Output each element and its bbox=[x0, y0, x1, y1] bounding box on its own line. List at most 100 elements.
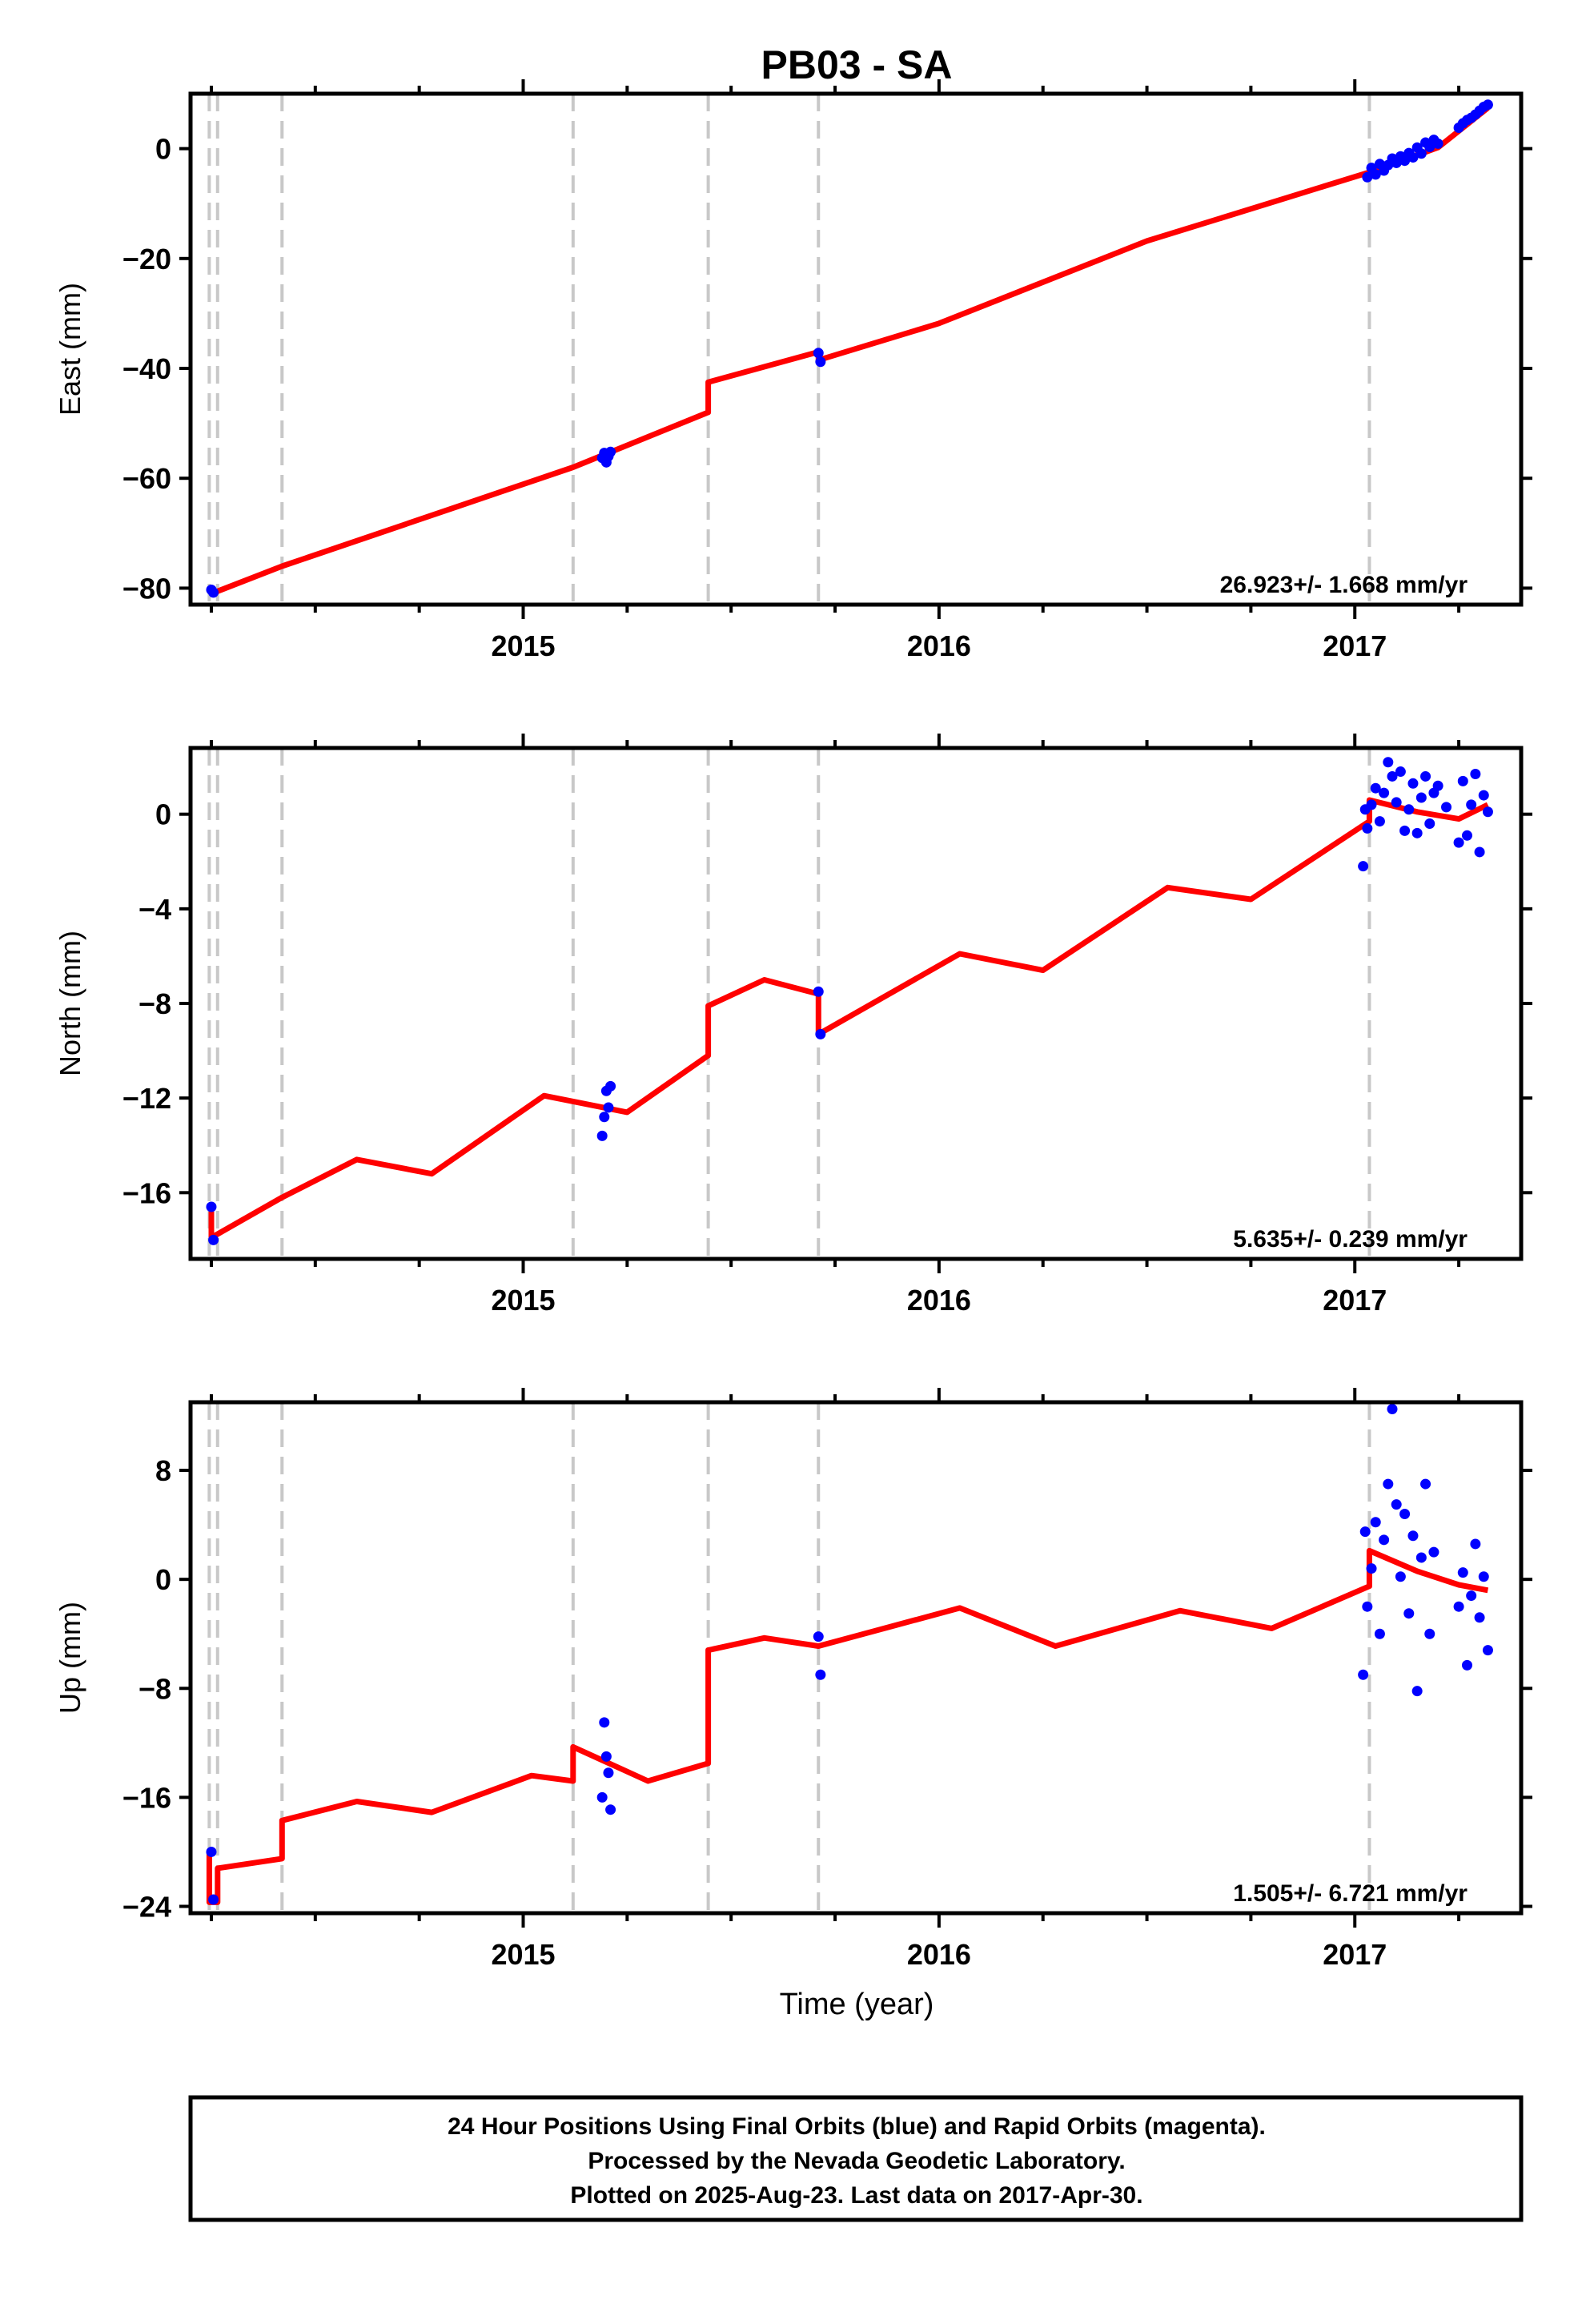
x-tick-label-up-1: 2016 bbox=[907, 1938, 971, 1971]
data-point-east bbox=[1370, 169, 1381, 180]
data-point-up bbox=[1407, 1530, 1419, 1542]
data-point-up bbox=[1395, 1571, 1406, 1582]
data-point-north bbox=[1461, 830, 1472, 841]
x-tick-label-east-0: 2015 bbox=[491, 629, 555, 662]
data-point-up bbox=[600, 1751, 612, 1762]
data-point-north bbox=[1403, 804, 1415, 815]
data-point-up bbox=[1403, 1608, 1415, 1619]
data-point-up bbox=[1379, 1534, 1390, 1546]
data-point-up bbox=[603, 1767, 614, 1779]
plot-frame-north bbox=[188, 746, 1524, 1261]
data-point-north bbox=[208, 1234, 219, 1245]
y-tick-label-up-4: −24 bbox=[122, 1890, 171, 1923]
data-point-up bbox=[206, 1846, 217, 1857]
data-point-north bbox=[1383, 757, 1394, 768]
rate-label-east: 26.923+/- 1.668 mm/yr bbox=[1220, 572, 1468, 598]
ticks-north: 0 −4 −8 −12 −16 2015 2016 2017 bbox=[122, 734, 1532, 1317]
data-point-up bbox=[208, 1894, 219, 1905]
y-tick-label-east-0: 0 bbox=[155, 133, 171, 166]
x-tick-label-north-2: 2017 bbox=[1323, 1284, 1387, 1317]
data-point-up bbox=[1478, 1571, 1489, 1582]
data-point-east bbox=[815, 356, 826, 368]
y-axis-label-east: East (mm) bbox=[54, 283, 86, 416]
footer-frame bbox=[188, 2095, 1524, 2222]
model-line-up bbox=[206, 1547, 1489, 1905]
data-point-up bbox=[596, 1791, 608, 1803]
data-point-north bbox=[605, 1080, 616, 1092]
data-point-up bbox=[1383, 1478, 1394, 1490]
y-tick-label-up-0: 8 bbox=[155, 1454, 171, 1487]
data-points-east bbox=[206, 99, 1493, 598]
data-point-north bbox=[603, 1102, 614, 1113]
data-point-east bbox=[1415, 148, 1427, 159]
data-point-east bbox=[1407, 152, 1419, 163]
rate-label-north: 5.635+/- 0.239 mm/yr bbox=[1233, 1226, 1468, 1252]
data-point-up bbox=[1370, 1517, 1381, 1528]
y-axis-label-up: Up (mm) bbox=[54, 1602, 86, 1714]
offset-lines-east bbox=[207, 94, 1371, 605]
data-point-north bbox=[1387, 770, 1398, 782]
panel-up: 8 0 −8 −16 −24 2015 2016 2017 Up (mm) 1.505+/- … bbox=[54, 1388, 1532, 2021]
data-point-up bbox=[1453, 1601, 1464, 1612]
x-tick-label-north-1: 2016 bbox=[907, 1284, 971, 1317]
data-point-north bbox=[1415, 792, 1427, 803]
data-point-up bbox=[815, 1669, 826, 1680]
rate-label-up: 1.505+/- 6.721 mm/yr bbox=[1233, 1880, 1468, 1907]
ticks-east: 0 −20 −40 −60 −80 2015 2016 2017 bbox=[122, 79, 1532, 662]
data-point-north bbox=[1420, 770, 1431, 782]
y-tick-label-east-2: −40 bbox=[122, 352, 171, 385]
data-point-north bbox=[1391, 797, 1402, 808]
data-point-north bbox=[1362, 822, 1373, 834]
data-point-north bbox=[1411, 827, 1423, 838]
data-point-up bbox=[1359, 1526, 1371, 1538]
footer-box: 24 Hour Positions Using Final Orbits (bl… bbox=[188, 2095, 1524, 2222]
data-point-up bbox=[1466, 1590, 1477, 1602]
y-tick-label-north-3: −12 bbox=[122, 1082, 171, 1115]
offset-lines-north bbox=[207, 748, 1371, 1259]
data-point-up bbox=[599, 1717, 610, 1728]
data-point-up bbox=[1362, 1601, 1373, 1612]
data-point-north bbox=[1482, 806, 1493, 818]
offset-lines-up bbox=[207, 1402, 1371, 1913]
footer-line-2: Processed by the Nevada Geodetic Laborat… bbox=[588, 2148, 1125, 2174]
y-tick-label-north-1: −4 bbox=[139, 893, 171, 926]
data-point-up bbox=[1387, 1404, 1398, 1415]
data-point-north bbox=[1358, 861, 1369, 872]
data-point-north bbox=[1374, 816, 1385, 827]
data-point-north bbox=[813, 986, 824, 997]
x-tick-label-up-2: 2017 bbox=[1323, 1938, 1387, 1971]
data-point-north bbox=[206, 1201, 217, 1212]
data-point-north bbox=[1453, 837, 1464, 848]
data-point-east bbox=[1362, 171, 1373, 183]
model-line-north bbox=[208, 797, 1489, 1240]
data-point-north bbox=[599, 1112, 610, 1123]
data-point-north bbox=[1399, 825, 1411, 836]
y-tick-label-north-4: −16 bbox=[122, 1176, 171, 1209]
data-point-north bbox=[1407, 778, 1419, 789]
data-point-east bbox=[1482, 99, 1493, 111]
data-point-up bbox=[1428, 1546, 1439, 1558]
y-tick-label-east-1: −20 bbox=[122, 243, 171, 275]
data-point-up bbox=[1457, 1567, 1468, 1578]
data-point-up bbox=[1470, 1538, 1481, 1550]
data-point-north bbox=[1432, 780, 1443, 791]
data-point-north bbox=[1395, 766, 1406, 778]
data-point-north bbox=[1424, 818, 1435, 830]
y-tick-label-north-2: −8 bbox=[139, 987, 171, 1020]
plot-frame-east bbox=[188, 91, 1524, 607]
y-tick-label-east-4: −80 bbox=[122, 572, 171, 605]
data-point-north bbox=[1478, 790, 1489, 801]
data-point-up bbox=[1366, 1563, 1377, 1574]
footer-line-3: Plotted on 2025-Aug-23. Last data on 201… bbox=[570, 2182, 1142, 2209]
data-point-up bbox=[1415, 1552, 1427, 1563]
data-point-north bbox=[1466, 799, 1477, 810]
x-tick-label-east-1: 2016 bbox=[907, 629, 971, 662]
data-point-east bbox=[1432, 138, 1443, 149]
data-points-north bbox=[206, 757, 1493, 1245]
data-point-up bbox=[1420, 1478, 1431, 1490]
x-tick-label-east-2: 2017 bbox=[1323, 629, 1387, 662]
data-point-north bbox=[1457, 775, 1468, 786]
data-point-up bbox=[1461, 1659, 1472, 1671]
data-point-east bbox=[1399, 155, 1411, 167]
y-tick-label-up-2: −8 bbox=[139, 1672, 171, 1705]
